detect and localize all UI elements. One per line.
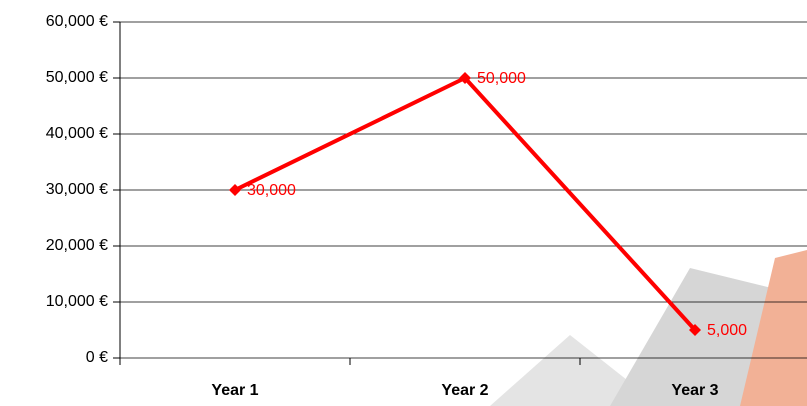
y-tick-label: 10,000 € [46,293,108,310]
value-label: 50,000 [477,70,526,87]
marker [689,324,701,336]
background-decoration [490,250,807,406]
y-tick-label: 60,000 € [46,13,108,30]
x-tick-label: Year 3 [671,382,718,399]
y-tick-label: 0 € [86,349,108,366]
line [234,76,697,332]
marker [459,72,471,84]
x-tick-label: Year 2 [441,382,488,399]
y-tick-label: 30,000 € [46,181,108,198]
y-tick-label: 50,000 € [46,69,108,86]
x-tick-label: Year 1 [211,382,258,399]
y-tick-label: 40,000 € [46,125,108,142]
marker [229,184,241,196]
value-label: 5,000 [707,322,747,339]
y-tick-label: 20,000 € [46,237,108,254]
value-label: 30,000 [247,182,296,199]
